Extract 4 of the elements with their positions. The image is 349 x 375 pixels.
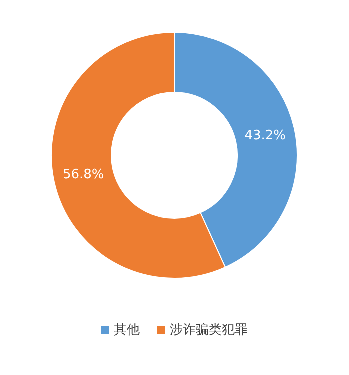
legend-label: 涉诈骗类犯罪	[170, 323, 248, 338]
data-label: 56.8%	[62, 168, 104, 183]
legend-label: 其他	[114, 323, 140, 338]
data-label: 43.2%	[244, 128, 286, 144]
